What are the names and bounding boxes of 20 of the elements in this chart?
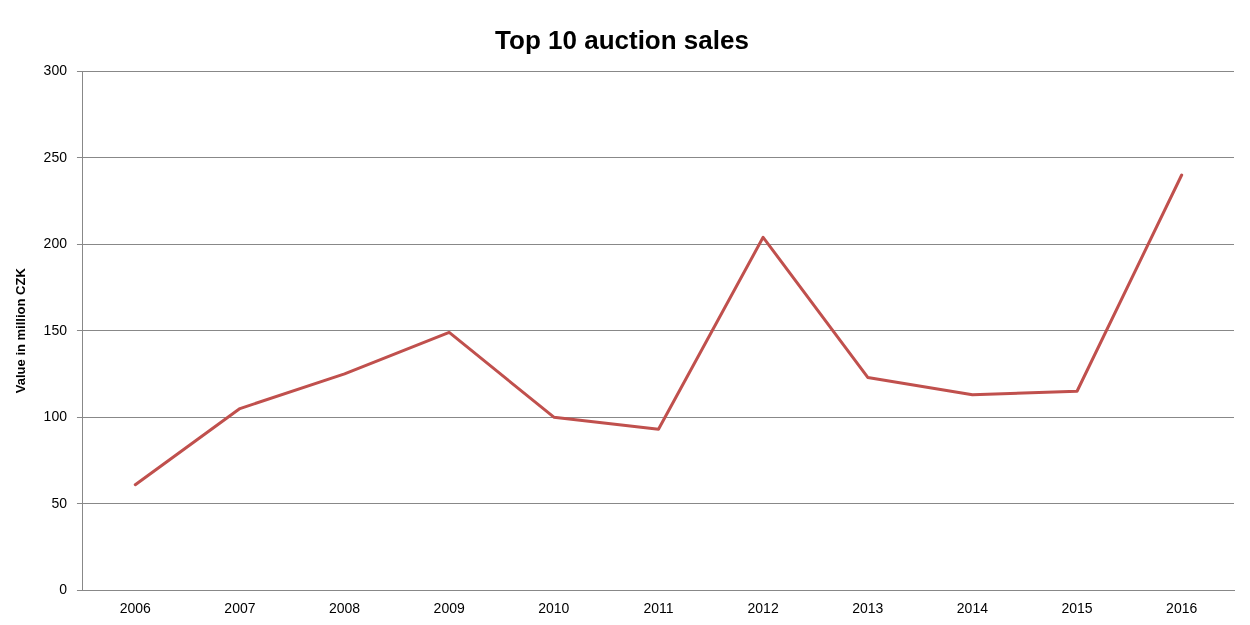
x-tick-label: 2010: [538, 600, 570, 617]
y-tick-label: 0: [59, 581, 68, 598]
x-tick-label: 2009: [433, 600, 465, 617]
x-tick-label: 2013: [852, 600, 884, 617]
x-tick-label: 2008: [328, 600, 361, 617]
x-tick-label: 2006: [119, 600, 152, 617]
x-tick-label: 2016: [1166, 600, 1198, 617]
x-tick-label: 2014: [956, 600, 989, 617]
x-tick-label: 2012: [747, 600, 779, 617]
y-tick-label: 150: [43, 321, 68, 338]
y-tick-label: 200: [43, 235, 68, 252]
y-tick-label: 300: [43, 62, 68, 79]
y-tick-label: 250: [43, 148, 68, 165]
x-tick-label: 2007: [224, 600, 256, 617]
y-tick-label: 100: [43, 408, 68, 425]
chart-title: Top 10 auction sales: [495, 24, 749, 55]
x-tick-label: 2011: [643, 600, 674, 617]
y-axis-title: Value in million CZK: [13, 267, 29, 394]
x-tick-label: 2015: [1061, 600, 1093, 617]
y-tick-label: 50: [51, 494, 68, 511]
